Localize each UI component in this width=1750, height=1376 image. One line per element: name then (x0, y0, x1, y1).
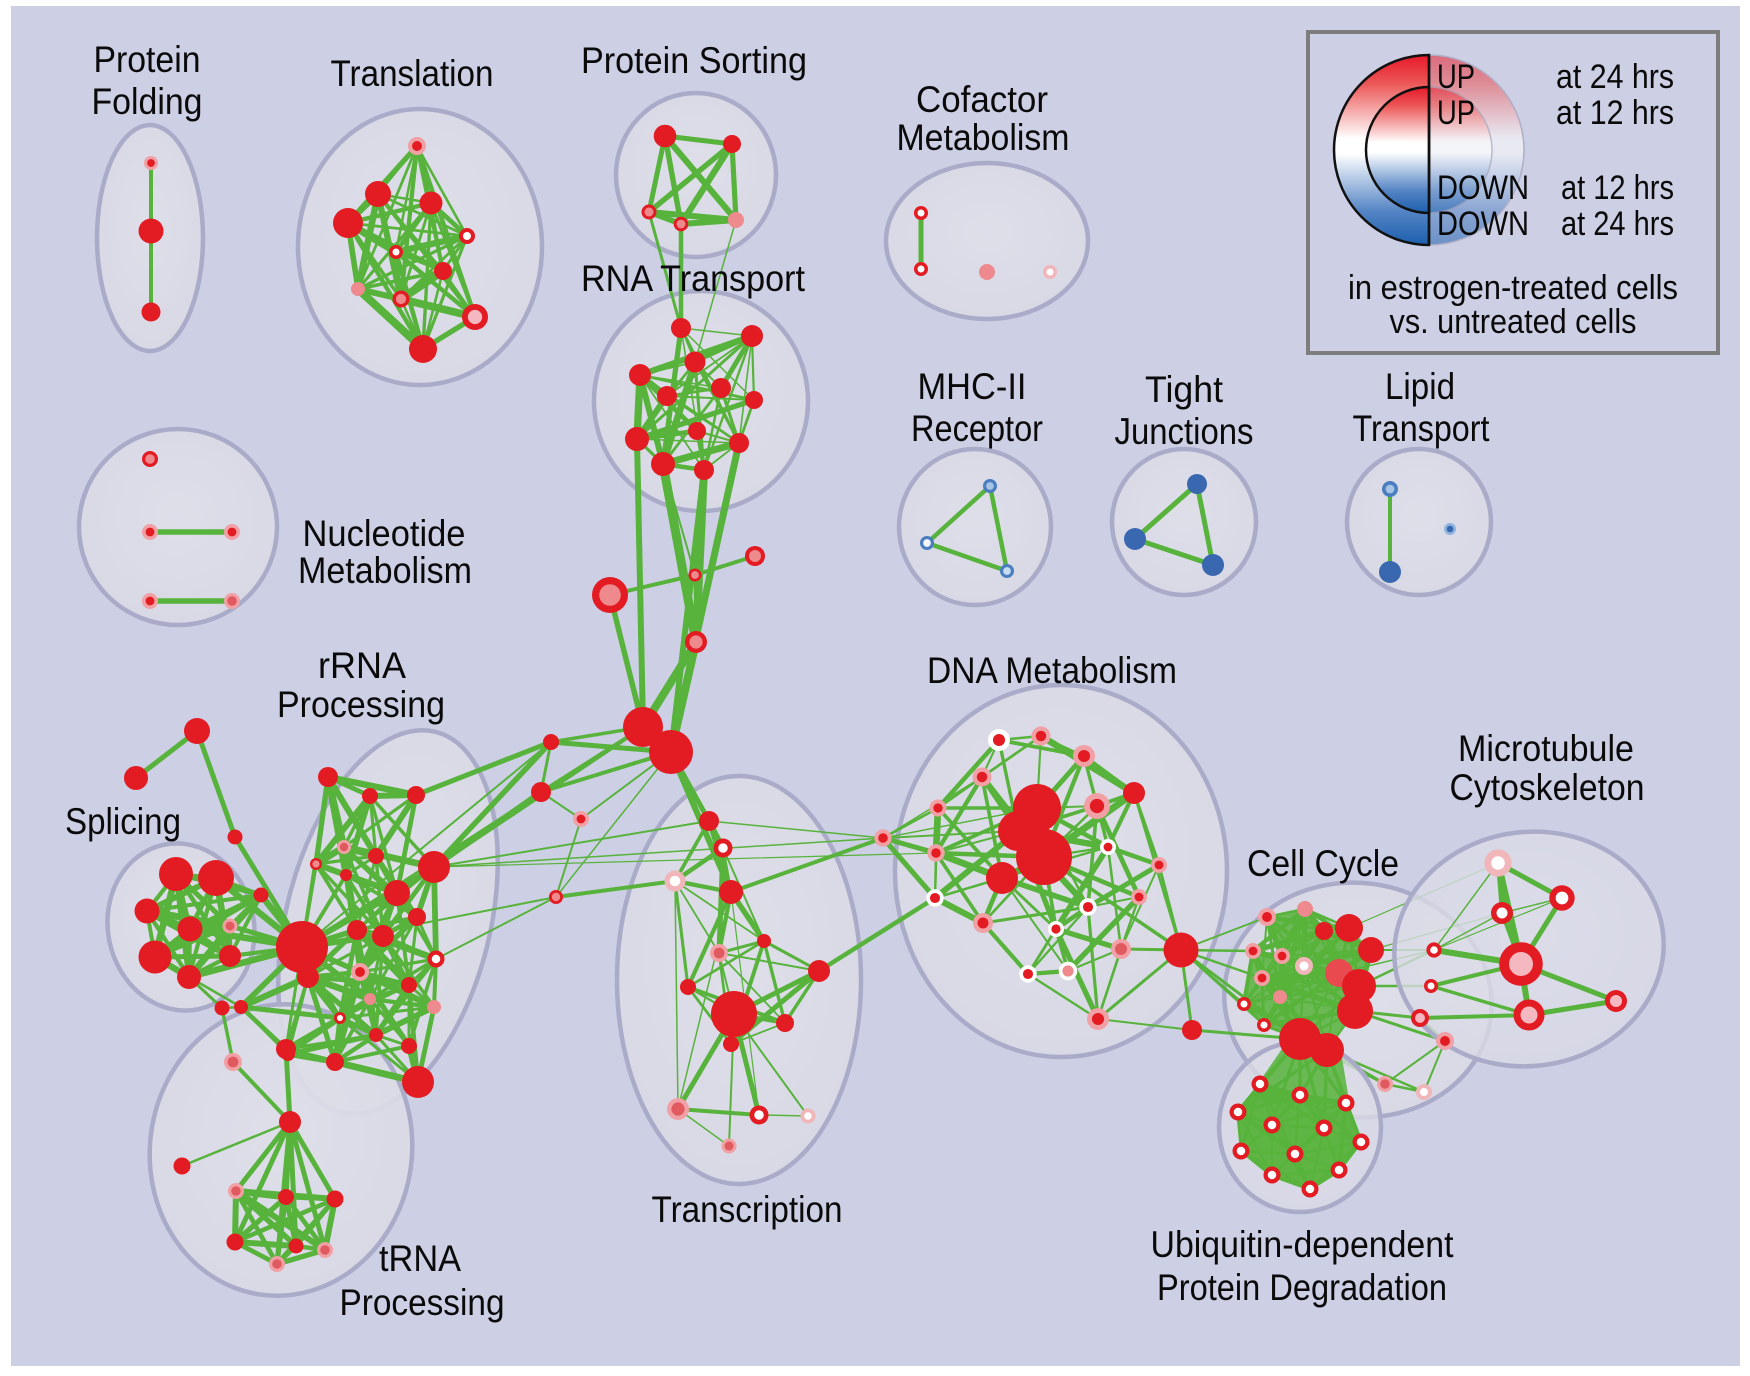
svg-text:Cofactor: Cofactor (916, 79, 1048, 120)
svg-text:Metabolism: Metabolism (897, 117, 1070, 158)
svg-text:RNA Transport: RNA Transport (581, 258, 806, 299)
svg-text:at 12 hrs: at 12 hrs (1556, 94, 1674, 132)
svg-text:Transcription: Transcription (652, 1189, 843, 1230)
svg-text:Folding: Folding (92, 81, 203, 122)
svg-text:rRNA: rRNA (318, 645, 406, 686)
svg-text:Translation: Translation (331, 53, 494, 94)
svg-text:at 24 hrs: at 24 hrs (1561, 205, 1674, 243)
svg-text:Lipid: Lipid (1385, 366, 1455, 407)
svg-text:at 12 hrs: at 12 hrs (1561, 169, 1674, 207)
svg-text:DOWN: DOWN (1437, 169, 1529, 207)
svg-text:vs. untreated cells: vs. untreated cells (1390, 303, 1637, 341)
svg-text:Transport: Transport (1353, 408, 1491, 449)
svg-text:Ubiquitin-dependent: Ubiquitin-dependent (1151, 1224, 1455, 1265)
svg-text:Microtubule: Microtubule (1458, 728, 1634, 769)
svg-text:Nucleotide: Nucleotide (303, 513, 466, 554)
svg-text:Receptor: Receptor (911, 408, 1043, 449)
svg-text:Junctions: Junctions (1115, 411, 1254, 452)
svg-text:Protein: Protein (94, 39, 201, 80)
svg-text:Processing: Processing (277, 684, 445, 725)
svg-text:UP: UP (1437, 58, 1475, 96)
svg-text:Cell Cycle: Cell Cycle (1247, 843, 1399, 884)
svg-text:tRNA: tRNA (379, 1238, 461, 1279)
svg-text:MHC-II: MHC-II (918, 366, 1027, 407)
svg-text:Protein Sorting: Protein Sorting (581, 40, 807, 81)
svg-text:Metabolism: Metabolism (298, 550, 472, 591)
svg-text:Tight: Tight (1145, 369, 1224, 410)
svg-text:DOWN: DOWN (1437, 205, 1529, 243)
svg-text:Cytoskeleton: Cytoskeleton (1450, 767, 1645, 808)
svg-text:Processing: Processing (340, 1282, 505, 1323)
svg-text:DNA Metabolism: DNA Metabolism (927, 650, 1177, 691)
svg-text:UP: UP (1437, 94, 1475, 132)
svg-text:Splicing: Splicing (65, 801, 181, 842)
svg-text:in estrogen-treated cells: in estrogen-treated cells (1348, 269, 1678, 307)
svg-text:Protein Degradation: Protein Degradation (1157, 1267, 1447, 1308)
svg-text:at 24 hrs: at 24 hrs (1556, 58, 1674, 96)
